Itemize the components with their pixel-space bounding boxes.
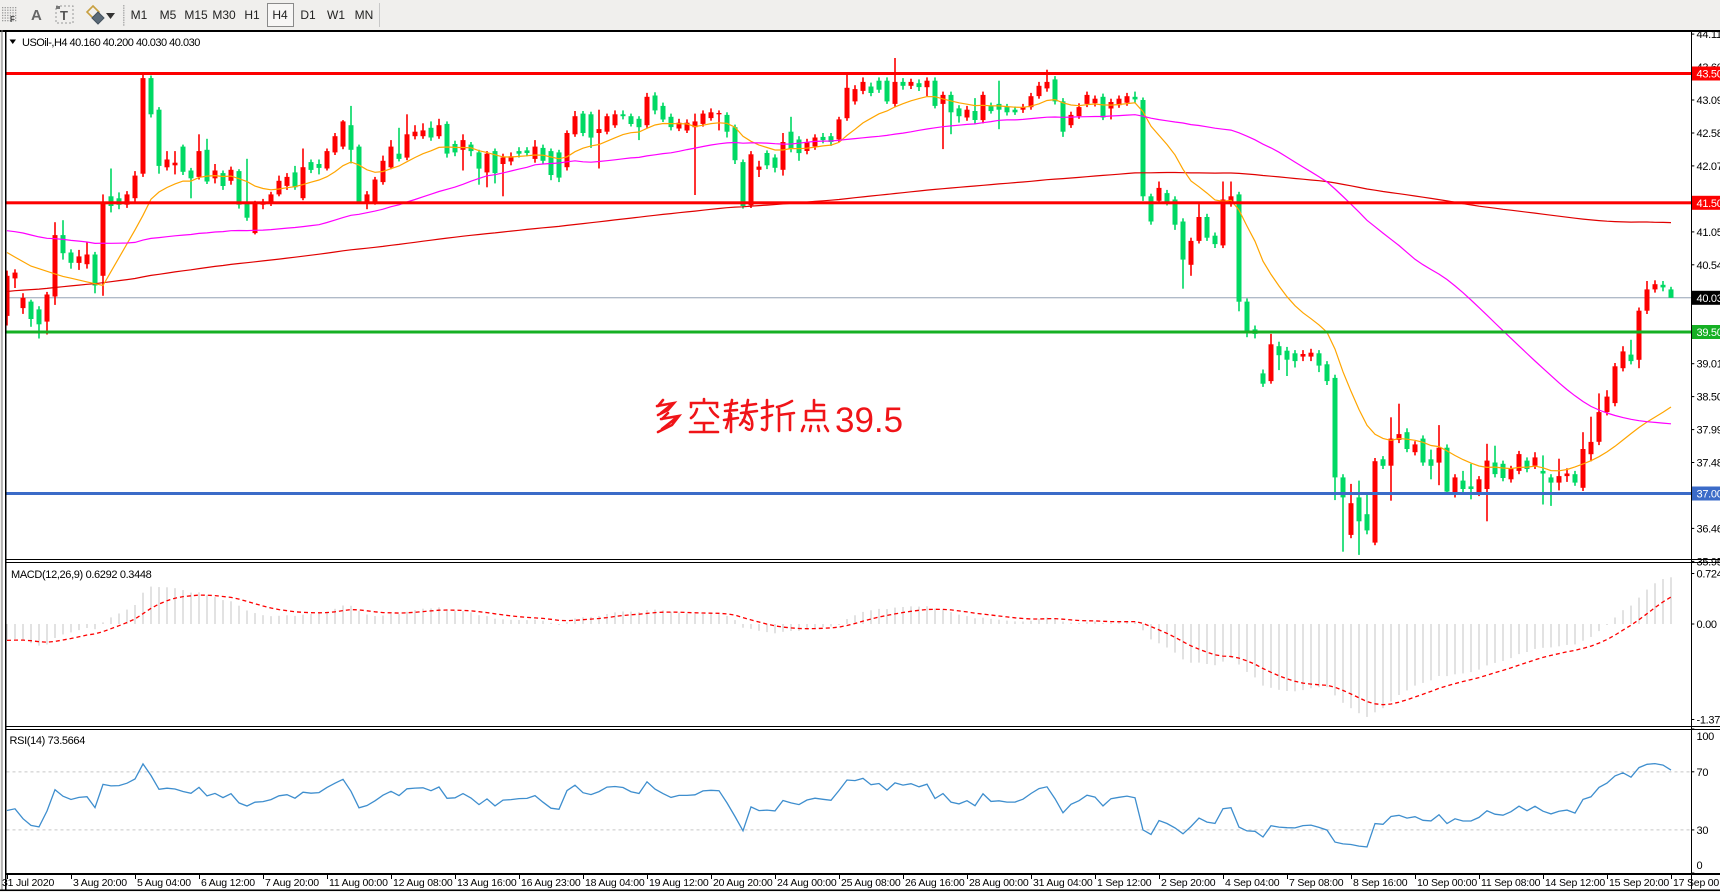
svg-text:43.50: 43.50 xyxy=(1697,69,1720,81)
svg-text:40.54: 40.54 xyxy=(1697,260,1720,272)
svg-text:11 Aug 00:00: 11 Aug 00:00 xyxy=(329,877,388,889)
svg-text:16 Aug 23:00: 16 Aug 23:00 xyxy=(521,877,581,889)
svg-text:31 Aug 04:00: 31 Aug 04:00 xyxy=(1033,877,1093,889)
svg-text:5 Aug 04:00: 5 Aug 04:00 xyxy=(137,877,191,889)
svg-text:W1: W1 xyxy=(327,8,345,22)
svg-text:19 Aug 12:00: 19 Aug 12:00 xyxy=(649,877,709,889)
svg-text:24 Aug 00:00: 24 Aug 00:00 xyxy=(777,877,837,889)
svg-text:M5: M5 xyxy=(160,8,177,22)
svg-text:35.95: 35.95 xyxy=(1697,556,1720,568)
svg-text:37.99: 37.99 xyxy=(1697,425,1720,437)
svg-text:7 Sep 08:00: 7 Sep 08:00 xyxy=(1289,877,1344,889)
svg-text:37.00: 37.00 xyxy=(1697,489,1720,501)
svg-text:39.01: 39.01 xyxy=(1697,359,1720,371)
svg-text:20 Aug 20:00: 20 Aug 20:00 xyxy=(713,877,773,889)
svg-text:44.11: 44.11 xyxy=(1697,29,1720,41)
svg-text:2 Sep 20:00: 2 Sep 20:00 xyxy=(1161,877,1216,889)
svg-text:0: 0 xyxy=(1697,860,1703,872)
svg-text:43.09: 43.09 xyxy=(1697,95,1720,107)
svg-text:6 Aug 12:00: 6 Aug 12:00 xyxy=(201,877,255,889)
svg-text:8 Sep 16:00: 8 Sep 16:00 xyxy=(1353,877,1408,889)
svg-text:36.46: 36.46 xyxy=(1697,523,1720,535)
svg-text:39.50: 39.50 xyxy=(1697,327,1720,339)
svg-text:39.5: 39.5 xyxy=(835,401,903,440)
svg-text:100: 100 xyxy=(1697,731,1715,743)
svg-text:26 Aug 16:00: 26 Aug 16:00 xyxy=(905,877,965,889)
svg-text:3 Aug 20:00: 3 Aug 20:00 xyxy=(73,877,127,889)
svg-text:15 Sep 20:00: 15 Sep 20:00 xyxy=(1609,877,1669,889)
svg-text:F: F xyxy=(10,15,15,24)
svg-text:MACD(12,26,9) 0.6292 0.3448: MACD(12,26,9) 0.6292 0.3448 xyxy=(11,569,152,581)
svg-text:18 Aug 04:00: 18 Aug 04:00 xyxy=(585,877,645,889)
svg-text:M30: M30 xyxy=(212,8,236,22)
svg-text:11 Sep 08:00: 11 Sep 08:00 xyxy=(1481,877,1541,889)
svg-text:17 Sep 00:00: 17 Sep 00:00 xyxy=(1673,877,1720,889)
svg-text:7 Aug 20:00: 7 Aug 20:00 xyxy=(265,877,319,889)
svg-text:41.05: 41.05 xyxy=(1697,227,1720,239)
svg-text:M15: M15 xyxy=(184,8,208,22)
svg-text:A: A xyxy=(31,7,42,24)
svg-text:37.48: 37.48 xyxy=(1697,458,1720,470)
svg-text:4 Sep 04:00: 4 Sep 04:00 xyxy=(1225,877,1280,889)
svg-text:M1: M1 xyxy=(131,8,148,22)
svg-text:RSI(14) 73.5664: RSI(14) 73.5664 xyxy=(10,735,86,747)
svg-text:12 Aug 08:00: 12 Aug 08:00 xyxy=(393,877,453,889)
svg-text:70: 70 xyxy=(1697,767,1709,779)
svg-text:13 Aug 16:00: 13 Aug 16:00 xyxy=(457,877,517,889)
svg-text:10 Sep 00:00: 10 Sep 00:00 xyxy=(1417,877,1477,889)
svg-text:28 Aug 00:00: 28 Aug 00:00 xyxy=(969,877,1029,889)
svg-text:42.07: 42.07 xyxy=(1697,161,1720,173)
svg-text:0.7244: 0.7244 xyxy=(1697,569,1720,581)
svg-text:T: T xyxy=(60,8,68,23)
svg-text:MN: MN xyxy=(355,8,374,22)
svg-text:38.50: 38.50 xyxy=(1697,392,1720,404)
svg-text:D1: D1 xyxy=(300,8,316,22)
svg-text:41.50: 41.50 xyxy=(1697,198,1720,210)
svg-text:H1: H1 xyxy=(244,8,260,22)
svg-text:H4: H4 xyxy=(272,8,288,22)
svg-text:42.58: 42.58 xyxy=(1697,128,1720,140)
svg-text:USOil-,H4 40.160 40.200 40.03: USOil-,H4 40.160 40.200 40.030 40.030 xyxy=(22,37,200,49)
svg-text:31 Jul 2020: 31 Jul 2020 xyxy=(2,877,54,889)
svg-text:25 Aug 08:00: 25 Aug 08:00 xyxy=(841,877,901,889)
svg-text:1 Sep 12:00: 1 Sep 12:00 xyxy=(1097,877,1152,889)
svg-text:0.00: 0.00 xyxy=(1697,619,1717,631)
svg-text:14 Sep 12:00: 14 Sep 12:00 xyxy=(1545,877,1605,889)
svg-text:30: 30 xyxy=(1697,825,1709,837)
svg-text:-1.37: -1.37 xyxy=(1697,715,1720,727)
svg-text:40.03: 40.03 xyxy=(1697,293,1720,305)
